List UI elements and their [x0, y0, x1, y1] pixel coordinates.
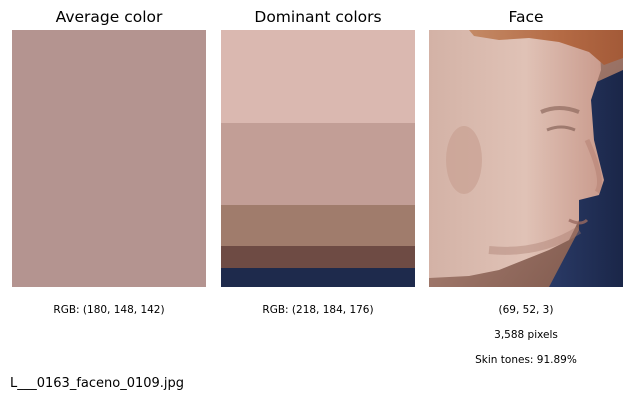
- face-title: Face: [508, 8, 544, 26]
- face-pixel-count-caption: 3,588 pixels: [494, 329, 558, 341]
- dominant-color-rgb-caption: RGB: (218, 184, 176): [262, 304, 374, 316]
- dominant-color-swatch-5: [221, 267, 415, 287]
- average-color-rgb-caption: RGB: (180, 148, 142): [53, 304, 165, 316]
- dominant-color-swatch-2: [221, 122, 415, 205]
- average-color-title: Average color: [55, 8, 163, 26]
- average-color-swatch: [12, 30, 206, 287]
- dominant-colors-title: Dominant colors: [254, 8, 382, 26]
- face-crop-picture: [429, 30, 623, 287]
- dominant-color-swatch-3: [221, 204, 415, 246]
- dominant-colors-stack: [221, 30, 415, 287]
- dominant-color-swatch-1: [221, 30, 415, 123]
- face-image: [429, 30, 623, 287]
- dominant-color-swatch-4: [221, 245, 415, 268]
- skin-tone-percentage-caption: Skin tones: 91.89%: [475, 354, 577, 366]
- face-color-caption: (69, 52, 3): [498, 304, 554, 316]
- image-filename: L___0163_faceno_0109.jpg: [10, 376, 185, 391]
